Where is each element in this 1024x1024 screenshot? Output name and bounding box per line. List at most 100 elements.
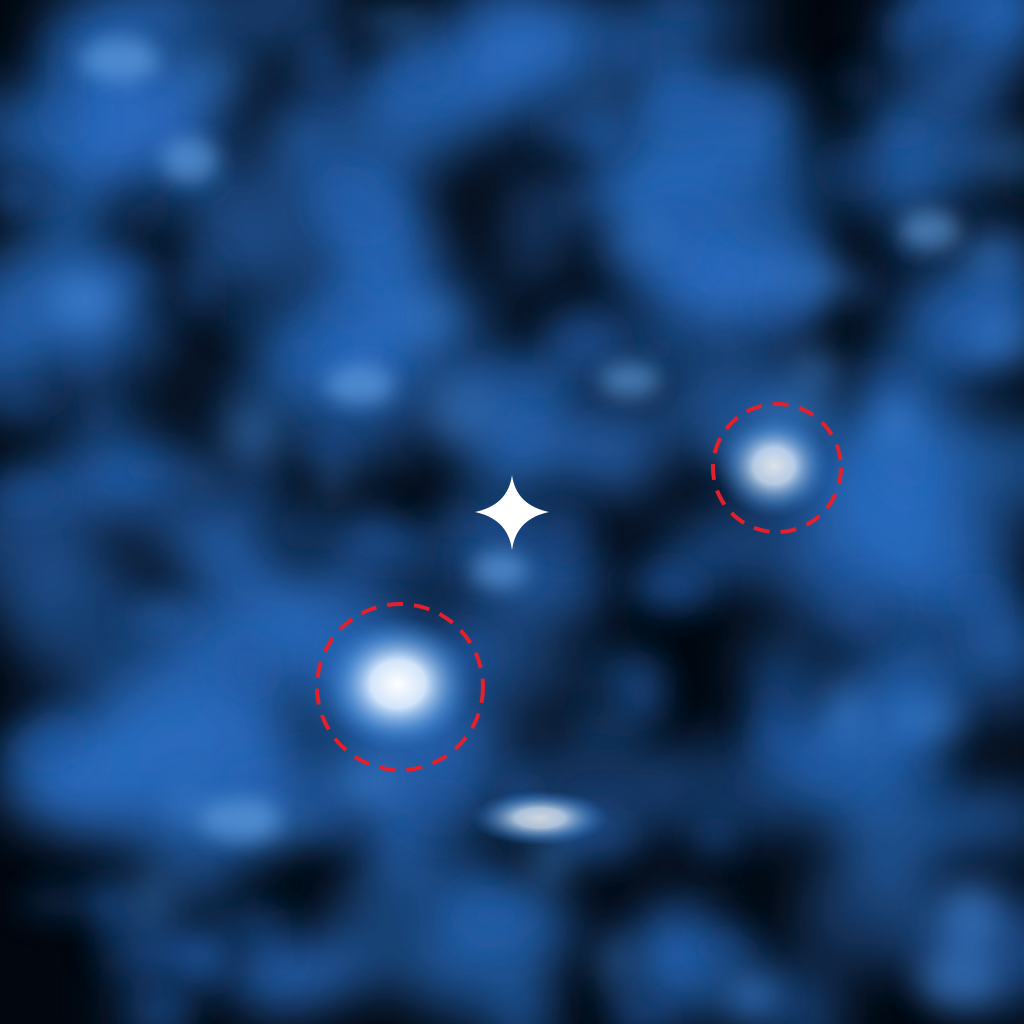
noise-speck xyxy=(726,982,780,1010)
noise-speck xyxy=(180,255,217,318)
noise-speck xyxy=(918,951,998,1009)
noise-speck xyxy=(941,883,1001,948)
noise-patch xyxy=(114,297,187,377)
noise-patch xyxy=(94,744,193,796)
bright-source-bottom xyxy=(470,790,610,846)
noise-speck xyxy=(224,404,279,466)
noise-patch xyxy=(809,438,960,540)
bright-source-right xyxy=(716,414,832,518)
noise-speck xyxy=(332,759,401,805)
noise-speck xyxy=(356,6,436,33)
noise-speck xyxy=(456,359,507,389)
noise-speck xyxy=(121,200,175,231)
noise-speck xyxy=(301,798,356,848)
noise-speck xyxy=(207,907,270,935)
faint-source xyxy=(200,798,280,842)
noise-speck xyxy=(887,462,935,491)
noise-patch xyxy=(624,908,694,1015)
highlight-circle-lower-left xyxy=(315,602,485,772)
noise-speck xyxy=(275,506,342,550)
noise-speck xyxy=(221,309,257,337)
noise-speck xyxy=(340,507,406,571)
noise-speck xyxy=(529,838,571,889)
noise-speck xyxy=(942,138,986,171)
noise-speck xyxy=(843,64,872,102)
noise-speck xyxy=(138,991,192,1024)
noise-speck xyxy=(9,733,51,762)
noise-speck xyxy=(585,82,619,110)
noise-speck xyxy=(981,128,1024,187)
noise-speck xyxy=(405,778,478,838)
noise-patch xyxy=(224,950,333,1017)
noise-speck xyxy=(978,276,1013,308)
noise-speck xyxy=(416,334,451,378)
noise-speck xyxy=(812,136,889,203)
noise-patch xyxy=(367,63,491,172)
noise-speck xyxy=(186,460,217,493)
noise-speck xyxy=(0,386,61,421)
noise-speck xyxy=(596,932,632,995)
noise-speck xyxy=(112,456,189,483)
noise-speck xyxy=(424,374,496,442)
noise-speck xyxy=(50,275,120,328)
noise-speck xyxy=(714,82,783,141)
noise-speck xyxy=(505,363,561,400)
noise-speck xyxy=(894,701,964,735)
noise-speck xyxy=(913,754,949,789)
noise-speck xyxy=(620,657,667,724)
noise-speck xyxy=(315,470,351,496)
noise-speck xyxy=(297,431,361,460)
faint-sources xyxy=(80,38,960,842)
noise-patch xyxy=(475,581,552,714)
noise-speck xyxy=(760,285,821,332)
noise-speck xyxy=(322,177,376,236)
noise-speck xyxy=(390,46,455,97)
noise-patch xyxy=(796,850,946,970)
noise-speck xyxy=(599,24,654,79)
faint-source xyxy=(472,552,528,588)
noise-patch xyxy=(498,164,570,294)
noise-speck xyxy=(919,0,996,27)
faint-source xyxy=(900,210,960,250)
noise-speck xyxy=(885,115,919,149)
noise-speck xyxy=(172,51,244,103)
noise-patch xyxy=(445,0,568,87)
noise-speck xyxy=(543,307,623,373)
noise-speck xyxy=(654,0,708,24)
noise-patch xyxy=(220,463,288,526)
noise-speck xyxy=(663,224,702,280)
noise-speck xyxy=(750,714,799,769)
noise-speck xyxy=(835,580,889,640)
bright-source-lower-left xyxy=(320,616,476,752)
noise-speck xyxy=(325,289,379,327)
noise-speck xyxy=(964,604,1018,661)
noise-patch xyxy=(53,0,201,42)
noise-speck xyxy=(631,562,709,611)
noise-speck xyxy=(960,238,1023,272)
noise-speck xyxy=(641,80,720,143)
noise-speck xyxy=(41,713,76,766)
noise-speck xyxy=(398,295,461,342)
noise-speck xyxy=(889,8,932,53)
four-point-star-icon xyxy=(475,475,549,550)
noise-speck xyxy=(149,608,212,638)
noise-speck xyxy=(787,346,841,397)
noise-speck xyxy=(250,947,287,977)
noise-speck xyxy=(79,392,117,436)
noise-speck xyxy=(127,918,205,978)
noise-speck xyxy=(859,352,923,412)
noise-speck xyxy=(302,31,340,93)
noise-speck xyxy=(224,634,273,700)
noise-speck xyxy=(697,817,732,855)
noise-speck xyxy=(69,327,106,382)
noise-patch xyxy=(533,538,607,624)
noise-speck xyxy=(278,331,324,359)
highlight-circle-right xyxy=(711,402,843,534)
noise-speck xyxy=(580,711,640,739)
faint-source xyxy=(80,38,160,82)
noise-speck xyxy=(784,230,819,289)
noise-speck xyxy=(849,266,879,306)
faint-source xyxy=(162,138,218,182)
noise-patch xyxy=(770,969,843,1024)
